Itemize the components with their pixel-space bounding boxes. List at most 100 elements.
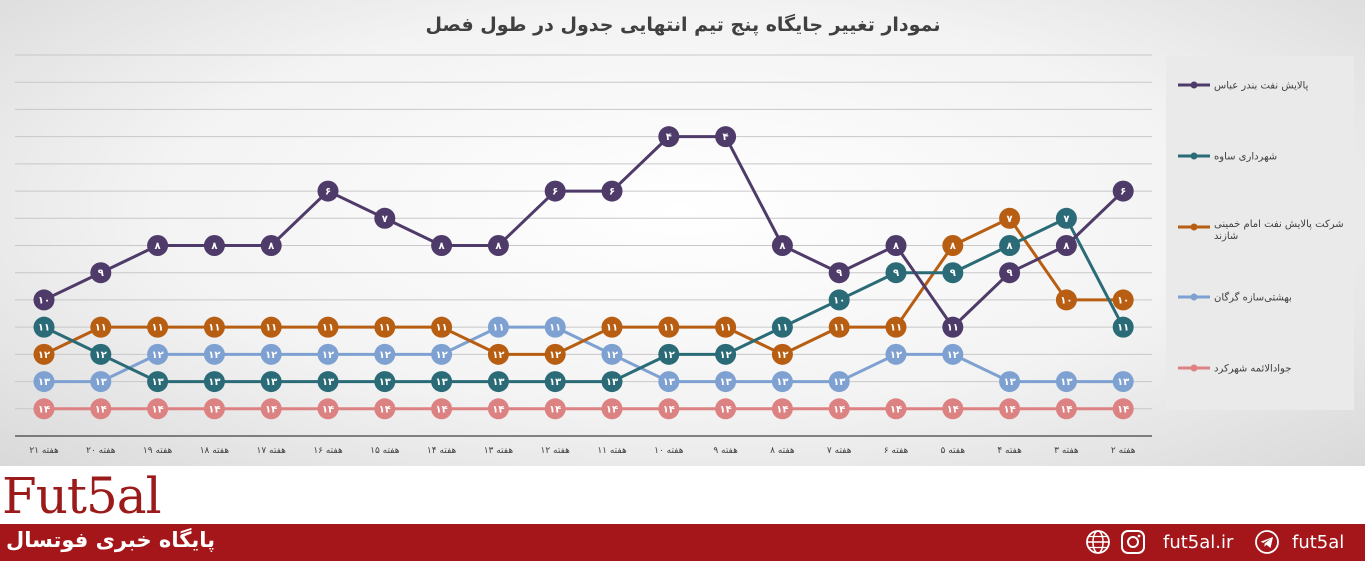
data-point: ۱۲ — [147, 343, 169, 365]
x-tick-label: هفته ۲۱ — [29, 446, 59, 456]
marker — [203, 343, 225, 365]
marker — [658, 343, 680, 365]
marker — [147, 371, 169, 393]
data-label: ۱۴ — [1117, 404, 1129, 415]
data-point: ۱۳ — [203, 371, 225, 393]
data-point: ۱۳ — [374, 371, 396, 393]
data-label: ۱۱ — [435, 323, 447, 334]
x-tick-label: هفته ۱۸ — [200, 446, 230, 456]
x-axis: هفته ۲۱ هفته ۲۰ هفته ۱۹ هفته ۱۸ هفته ۱۷ هفته … — [29, 446, 1135, 456]
data-label: ۱۲ — [947, 350, 959, 361]
telegram-handle[interactable]: fut5al — [1292, 532, 1345, 553]
marker — [828, 371, 850, 393]
marker — [33, 289, 55, 311]
data-point: ۱۲ — [601, 343, 623, 365]
data-point: ۱۱ — [317, 316, 339, 338]
legend-label: پالایش نفت بندر عباس — [1214, 81, 1309, 92]
marker — [885, 343, 907, 365]
x-tick-label: هفته ۳ — [1054, 446, 1079, 456]
marker — [999, 371, 1021, 393]
x-tick-label: هفته ۱۱ — [597, 446, 627, 456]
marker — [203, 371, 225, 393]
data-label: ۱۴ — [606, 404, 618, 415]
data-label: ۸ — [211, 241, 217, 252]
marker — [771, 316, 793, 338]
data-point: ۱۴ — [374, 398, 396, 420]
data-label: ۱۱ — [549, 323, 561, 334]
x-tick-label: هفته ۲۰ — [86, 446, 116, 456]
data-label: ۸ — [495, 241, 501, 252]
data-point: ۴ — [658, 126, 680, 148]
data-point: ۱۴ — [431, 398, 453, 420]
data-point: ۸ — [885, 235, 907, 256]
legend-marker — [1190, 223, 1198, 231]
marker — [1055, 235, 1077, 256]
marker — [90, 262, 112, 284]
data-label: ۱۴ — [95, 404, 107, 415]
data-point: ۱۴ — [1055, 398, 1077, 420]
marker — [90, 343, 112, 365]
data-point: ۱۴ — [90, 398, 112, 420]
legend-entry: شهرداری ساوه — [1178, 152, 1277, 163]
data-label: ۷ — [382, 214, 388, 225]
marker — [771, 235, 793, 256]
data-point: ۱۴ — [715, 398, 737, 420]
series-line — [43, 216, 1124, 356]
data-point: ۱۲ — [260, 343, 282, 365]
marker — [431, 371, 453, 393]
data-label: ۱۳ — [95, 377, 107, 388]
data-point: ۱۳ — [487, 371, 509, 393]
data-label: ۱۴ — [549, 404, 561, 415]
data-label: ۴ — [723, 132, 729, 143]
data-label: ۱۰ — [1117, 295, 1129, 306]
marker — [317, 398, 339, 420]
data-point: ۱۱ — [90, 316, 112, 338]
globe-icon[interactable] — [1085, 529, 1111, 555]
x-tick-label: هفته ۱۰ — [654, 446, 684, 456]
marker — [771, 371, 793, 393]
data-label: ۱۴ — [379, 404, 391, 415]
marker — [658, 398, 680, 420]
marker — [885, 398, 907, 420]
instagram-icon[interactable] — [1120, 529, 1146, 555]
marker — [1112, 398, 1134, 420]
data-label: ۱۰ — [833, 295, 845, 306]
x-tick-label: هفته ۷ — [827, 446, 852, 456]
data-point: ۱۴ — [33, 398, 55, 420]
data-point: ۱۱ — [260, 316, 282, 338]
marker — [715, 371, 737, 393]
data-point: ۱۴ — [260, 398, 282, 420]
data-label: ۱۱ — [1117, 323, 1129, 334]
data-point: ۸ — [771, 235, 793, 256]
data-point: ۴ — [715, 126, 737, 148]
x-tick-label: هفته ۸ — [770, 446, 795, 456]
data-point: ۹ — [885, 262, 907, 284]
x-tick-label: هفته ۱۲ — [541, 446, 571, 456]
marker — [544, 343, 566, 365]
data-point: ۱۱ — [885, 316, 907, 338]
data-label: ۹ — [836, 268, 842, 279]
data-label: ۱۳ — [663, 377, 675, 388]
data-label: ۱۴ — [947, 404, 959, 415]
telegram-icon[interactable] — [1254, 529, 1280, 555]
website-link[interactable]: fut5al.ir — [1163, 532, 1234, 553]
legend-label: بهشتی‌سازه گرگان — [1214, 292, 1292, 304]
data-point: ۱۲ — [90, 343, 112, 365]
data-label: ۸ — [893, 241, 899, 252]
data-label: ۱۴ — [890, 404, 902, 415]
data-label: ۱۴ — [265, 404, 277, 415]
data-point: ۱۱ — [658, 316, 680, 338]
series-lines: ۱۴ ۱۴ ۱۴ ۱۴ ۱۴ ۱۴ ۱۴ ۱۴ ۱۴ ۱۴ ۱۴ ۱۴ ۱۴ ۱۴ ۱۴ ۱۴ ۱۴ ۱۴ ۱۴ ۱۴… — [33, 126, 1134, 420]
data-label: ۱۲ — [95, 350, 107, 361]
marker — [260, 316, 282, 338]
data-label: ۱۰ — [1060, 295, 1072, 306]
marker — [260, 343, 282, 365]
data-label: ۱۲ — [663, 350, 675, 361]
legend-entry: پالایش نفت بندر عباس — [1178, 81, 1309, 92]
data-label: ۱۲ — [38, 350, 50, 361]
data-point: ۱۱ — [147, 316, 169, 338]
data-point: ۸ — [1055, 235, 1077, 256]
data-label: ۱۱ — [95, 323, 107, 334]
marker — [374, 207, 396, 229]
marker — [260, 398, 282, 420]
